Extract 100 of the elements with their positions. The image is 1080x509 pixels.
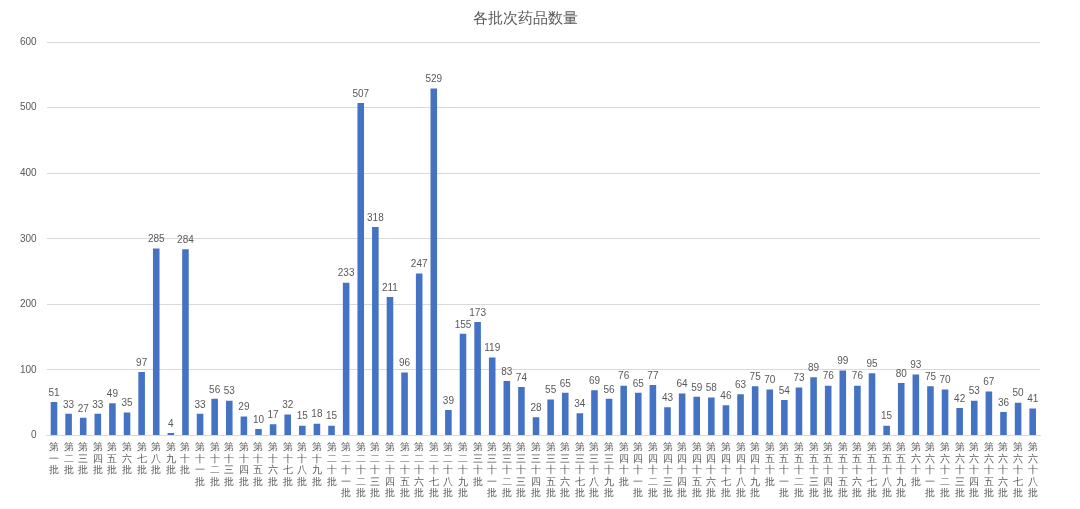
data-label: 70 — [939, 374, 952, 386]
bar — [664, 407, 671, 435]
bar — [342, 282, 350, 435]
bar — [766, 389, 774, 435]
x-tick-label: 第三十六批 — [560, 441, 571, 498]
bar — [693, 396, 701, 435]
bar — [503, 381, 511, 435]
bar — [956, 407, 963, 435]
bar — [430, 88, 438, 435]
x-tick-label: 第四十六批 — [706, 441, 717, 498]
data-label: 70 — [764, 374, 776, 386]
x-tick-label: 第七批 — [136, 441, 147, 475]
x-tick-label: 第十七批 — [282, 441, 293, 487]
chart-title: 各批次药品数量 — [472, 9, 578, 27]
bar — [94, 413, 102, 435]
bar — [328, 425, 335, 435]
x-tick-label: 第六十七批 — [1013, 441, 1024, 498]
bar — [196, 413, 204, 435]
data-label: 49 — [106, 388, 119, 400]
bar — [941, 389, 949, 435]
data-label: 89 — [808, 361, 820, 373]
x-tick-label: 第十六批 — [268, 441, 279, 487]
data-label: 65 — [559, 377, 572, 389]
bar — [897, 383, 905, 435]
x-tick-label: 第二十三批 — [370, 441, 381, 498]
x-tick-label: 第二十二批 — [355, 441, 366, 498]
x-tick-label: 第三十七批 — [574, 441, 585, 498]
data-label: 10 — [252, 413, 265, 425]
y-tick-label: 500 — [20, 101, 38, 113]
bar — [386, 297, 394, 435]
bar — [1014, 402, 1022, 435]
data-label: 93 — [910, 359, 922, 371]
x-tick-label: 第三十九批 — [604, 441, 615, 498]
x-tick-label: 第四十二批 — [647, 441, 658, 498]
x-tick-label: 第五十四批 — [823, 441, 834, 498]
x-tick-label: 第五十八批 — [881, 441, 892, 498]
x-tick-label: 第十一批 — [195, 441, 206, 487]
bar — [970, 400, 978, 435]
x-tick-label: 第十四批 — [238, 441, 249, 487]
data-label: 53 — [223, 385, 236, 397]
x-tick-label: 第六十五批 — [983, 441, 994, 498]
bar — [605, 398, 613, 435]
bar — [591, 390, 598, 435]
x-tick-label: 第六批 — [122, 441, 133, 475]
x-tick-label: 第三十二批 — [501, 441, 512, 498]
data-label: 55 — [545, 384, 557, 396]
data-label: 65 — [632, 377, 645, 389]
x-tick-label: 第五十七批 — [867, 441, 878, 498]
y-tick-label: 200 — [20, 298, 38, 310]
y-tick-label: 600 — [20, 35, 38, 47]
x-tick-label: 第十批 — [180, 441, 191, 475]
x-tick-label: 第九批 — [165, 441, 176, 475]
data-label: 34 — [574, 397, 586, 409]
data-label: 29 — [238, 401, 250, 413]
bar — [868, 373, 876, 435]
data-label: 51 — [48, 386, 60, 398]
bar — [459, 333, 467, 435]
data-label: 74 — [515, 371, 528, 383]
bar — [635, 392, 642, 435]
y-tick-label: 100 — [20, 363, 38, 375]
x-tick-label: 第六十四批 — [969, 441, 980, 498]
bar — [255, 428, 262, 435]
data-label: 33 — [92, 398, 104, 410]
data-label: 36 — [997, 396, 1010, 408]
bar — [1029, 408, 1036, 435]
bar — [722, 405, 730, 435]
x-tick-label: 第四十三批 — [662, 441, 673, 498]
bar — [65, 413, 72, 435]
data-label: 33 — [194, 398, 207, 410]
bar — [518, 386, 525, 435]
x-tick-label: 第四十七批 — [720, 441, 731, 498]
x-tick-label: 第四十四批 — [677, 441, 688, 498]
bar — [1000, 411, 1007, 435]
data-label: 18 — [311, 408, 323, 420]
bar — [532, 417, 540, 435]
data-label: 96 — [399, 357, 411, 369]
data-label: 285 — [147, 233, 166, 245]
x-tick-label: 第十九批 — [311, 441, 322, 487]
data-label: 233 — [337, 267, 355, 279]
x-tick-label: 第四十批 — [618, 441, 629, 487]
bar — [649, 385, 657, 435]
x-tick-label: 第八批 — [151, 441, 162, 475]
data-label: 99 — [837, 355, 849, 367]
data-label: 67 — [983, 376, 995, 388]
data-label: 46 — [720, 390, 732, 402]
x-tick-label: 第三十八批 — [589, 441, 600, 498]
bar — [445, 409, 452, 435]
x-tick-label: 第四十八批 — [735, 441, 746, 498]
bar — [561, 392, 569, 435]
data-label: 83 — [501, 365, 513, 377]
data-label: 27 — [77, 402, 90, 414]
x-tick-label: 第三十五批 — [545, 441, 556, 498]
data-label: 32 — [282, 399, 294, 411]
data-label: 76 — [618, 370, 630, 382]
x-tick-label: 第六十一批 — [925, 441, 936, 498]
bar — [927, 386, 934, 435]
x-tick-label: 第四十五批 — [691, 441, 702, 498]
x-tick-label: 第五十一批 — [779, 441, 790, 498]
data-label: 75 — [749, 371, 762, 383]
x-tick-label: 第二十七批 — [428, 441, 439, 498]
